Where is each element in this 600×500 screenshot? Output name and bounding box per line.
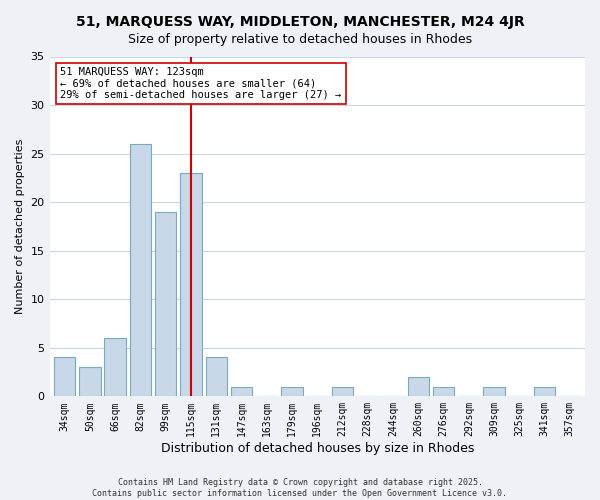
Bar [281, 386, 303, 396]
Bar [206, 358, 227, 397]
Bar [180, 173, 202, 396]
Bar [130, 144, 151, 397]
X-axis label: Distribution of detached houses by size in Rhodes: Distribution of detached houses by size … [161, 442, 474, 455]
Bar [407, 377, 429, 396]
Text: Size of property relative to detached houses in Rhodes: Size of property relative to detached ho… [128, 32, 472, 46]
Bar [332, 386, 353, 396]
Bar [79, 367, 101, 396]
Text: 51 MARQUESS WAY: 123sqm
← 69% of detached houses are smaller (64)
29% of semi-de: 51 MARQUESS WAY: 123sqm ← 69% of detache… [60, 66, 341, 100]
Bar [231, 386, 252, 396]
Bar [155, 212, 176, 396]
Y-axis label: Number of detached properties: Number of detached properties [15, 138, 25, 314]
Bar [484, 386, 505, 396]
Bar [104, 338, 126, 396]
Bar [54, 358, 76, 397]
Text: Contains HM Land Registry data © Crown copyright and database right 2025.
Contai: Contains HM Land Registry data © Crown c… [92, 478, 508, 498]
Bar [433, 386, 454, 396]
Bar [534, 386, 556, 396]
Text: 51, MARQUESS WAY, MIDDLETON, MANCHESTER, M24 4JR: 51, MARQUESS WAY, MIDDLETON, MANCHESTER,… [76, 15, 524, 29]
